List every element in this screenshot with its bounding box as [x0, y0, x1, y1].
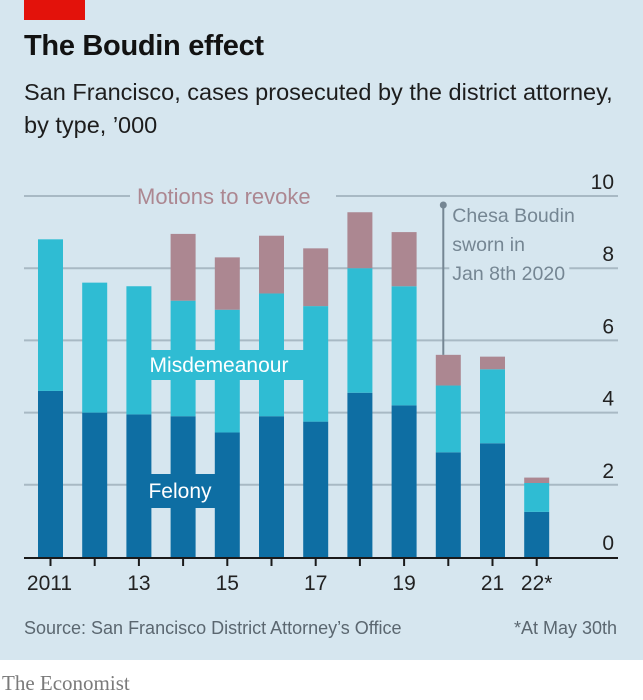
economist-red-tag	[24, 0, 85, 20]
motions-segment-2014	[170, 233, 196, 301]
x-tick-label: 19	[392, 572, 415, 595]
annotation-line-1: Chesa Boudin	[452, 205, 575, 227]
annotation-dot	[439, 201, 447, 209]
motions-segment-2016	[259, 235, 284, 294]
chart-title: The Boudin effect	[24, 30, 264, 62]
felony-segment-2021	[480, 443, 505, 557]
felony-segment-2019	[391, 405, 417, 557]
bars	[38, 212, 550, 557]
felony-segment-2022	[524, 511, 550, 557]
misdemeanour-segment-2020	[435, 385, 461, 453]
x-tick-label: 22*	[521, 572, 553, 595]
source-note: Source: San Francisco District Attorney’…	[24, 618, 402, 638]
misdemeanour-segment-2021	[480, 369, 505, 444]
motions-segment-2021	[480, 356, 505, 370]
y-tick-label: 0	[602, 532, 614, 555]
y-tick-label: 10	[591, 171, 614, 194]
y-axis-labels: 0 2 4 6 8 10	[591, 171, 615, 555]
felony-segment-2017	[303, 421, 329, 557]
motions-segment-2019	[391, 232, 417, 287]
annotation-line-2: sworn in	[452, 234, 525, 256]
motions-segment-2015	[214, 257, 240, 310]
chart-panel: The Boudin effect San Francisco, cases p…	[0, 0, 643, 660]
y-tick-label: 2	[602, 460, 614, 483]
footnote: *At May 30th	[513, 618, 617, 638]
annotation-background	[449, 256, 570, 280]
felony-label-background	[136, 474, 226, 508]
felony-segment-2011	[38, 390, 63, 557]
annotation-text: Chesa Boudin sworn in Jan 8th 2020	[452, 205, 580, 285]
misdemeanour-segment-2019	[391, 286, 417, 406]
x-tick-label: 21	[481, 572, 504, 595]
misdemeanour-segment-2011	[38, 239, 63, 391]
legend-motions-to-revoke: Motions to revoke	[137, 184, 311, 209]
motions-segment-2022	[524, 477, 550, 483]
chart-subtitle: San Francisco, cases prosecuted by the d…	[24, 79, 613, 138]
x-axis	[24, 557, 618, 566]
felony-segment-2020	[435, 452, 461, 557]
bar-chart: 0 2 4 6 8 10 2011 13 15 17 19 21 22* Motions to rev…	[24, 171, 618, 595]
x-tick-label: 2011	[27, 572, 72, 595]
felony-segment-2018	[347, 392, 373, 557]
motions-segment-2020	[435, 354, 461, 386]
y-tick-label: 4	[602, 388, 614, 411]
x-tick-label: 15	[216, 572, 239, 595]
misdemeanour-segment-2012	[82, 282, 108, 413]
misdemeanour-segment-2018	[347, 268, 373, 393]
misdemeanour-segment-2022	[524, 482, 550, 512]
annotation-line-3: Jan 8th 2020	[452, 263, 565, 285]
felony-segment-2016	[259, 416, 284, 557]
misdemeanour-label-background	[130, 350, 304, 380]
series-labels: Motions to revoke Misdemeanour Felony	[130, 184, 336, 508]
legend-felony: Felony	[148, 480, 212, 503]
felony-segment-2012	[82, 412, 108, 557]
economist-logo-text: The Economist	[2, 671, 130, 695]
x-axis-labels: 2011 13 15 17 19 21 22*	[27, 572, 553, 595]
motions-label-background	[130, 184, 336, 212]
motions-segment-2018	[347, 212, 373, 269]
y-tick-label: 8	[602, 243, 614, 266]
misdemeanour-segment-2017	[303, 306, 329, 422]
x-tick-label: 17	[304, 572, 327, 595]
x-tick-label: 13	[127, 572, 150, 595]
motions-segment-2017	[303, 248, 329, 307]
boudin-annotation: Chesa Boudin sworn in Jan 8th 2020	[439, 201, 580, 355]
y-tick-label: 6	[602, 315, 614, 338]
legend-misdemeanour: Misdemeanour	[150, 354, 289, 377]
